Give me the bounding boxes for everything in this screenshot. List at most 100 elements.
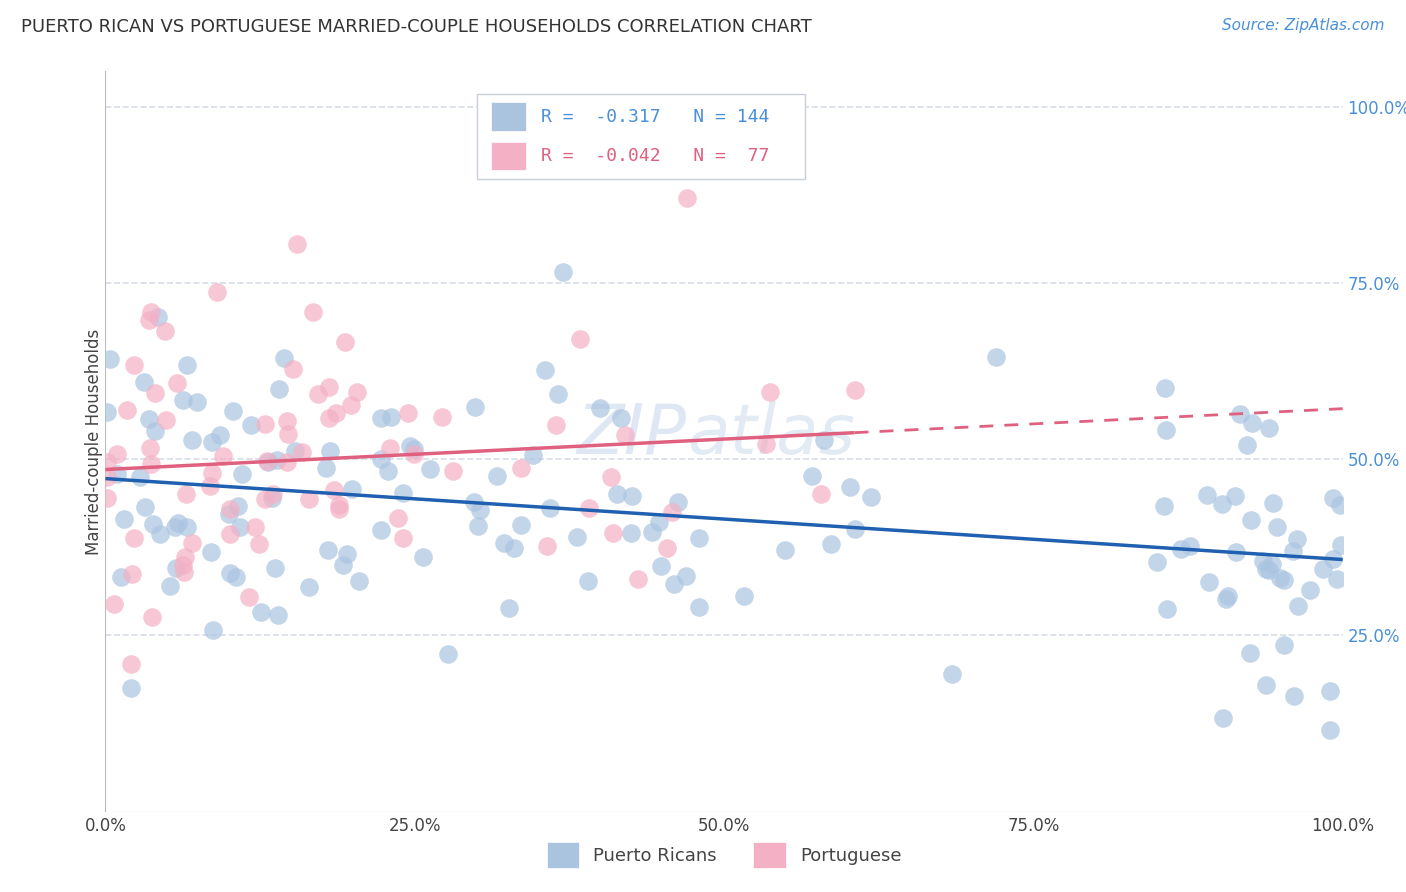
Text: R =  -0.042   N =  77: R = -0.042 N = 77 xyxy=(541,147,769,165)
Point xyxy=(139,305,162,319)
Point xyxy=(253,417,276,431)
Point xyxy=(419,462,441,476)
Point xyxy=(200,478,222,492)
Point xyxy=(578,501,600,516)
Point xyxy=(1211,497,1233,511)
Point xyxy=(1268,571,1291,585)
Point xyxy=(436,647,458,661)
Point xyxy=(820,537,842,551)
Point xyxy=(285,237,308,252)
Point xyxy=(538,501,561,516)
Point xyxy=(641,524,664,539)
FancyBboxPatch shape xyxy=(477,94,804,178)
Point xyxy=(510,461,533,475)
Point xyxy=(323,483,346,497)
Point xyxy=(122,358,145,372)
Point xyxy=(212,449,235,463)
Point xyxy=(1212,711,1234,725)
Point xyxy=(589,401,612,416)
Point xyxy=(336,547,359,561)
Point xyxy=(172,392,194,407)
Point xyxy=(1239,646,1261,660)
Point xyxy=(333,334,356,349)
Point xyxy=(1146,555,1168,569)
Point xyxy=(1330,538,1353,552)
Point xyxy=(1312,562,1334,576)
Point xyxy=(1225,545,1247,559)
Point xyxy=(143,424,166,438)
Point xyxy=(318,410,340,425)
Bar xyxy=(492,142,526,169)
Point xyxy=(276,455,298,469)
Point xyxy=(1254,562,1277,576)
Point xyxy=(340,398,363,412)
Point xyxy=(302,305,325,319)
Y-axis label: Married-couple Households: Married-couple Households xyxy=(86,328,103,555)
Point xyxy=(186,395,208,409)
Point xyxy=(441,464,464,478)
Point xyxy=(467,519,489,533)
Point xyxy=(775,543,797,558)
Point xyxy=(1240,513,1263,527)
Point xyxy=(1156,602,1178,616)
Point xyxy=(1322,552,1344,566)
Point xyxy=(813,433,835,447)
Point xyxy=(200,545,222,559)
Point xyxy=(1284,689,1306,703)
Point xyxy=(1153,381,1175,395)
Point xyxy=(1285,532,1308,546)
Text: PUERTO RICAN VS PORTUGUESE MARRIED-COUPLE HOUSEHOLDS CORRELATION CHART: PUERTO RICAN VS PORTUGUESE MARRIED-COUPL… xyxy=(21,18,811,36)
Point xyxy=(315,461,337,475)
Point xyxy=(1329,499,1351,513)
Point xyxy=(534,362,557,376)
Bar xyxy=(492,103,526,130)
Point xyxy=(1256,678,1278,692)
Point xyxy=(600,469,623,483)
Point xyxy=(370,452,392,467)
Point xyxy=(1272,638,1295,652)
Point xyxy=(222,404,245,418)
Point xyxy=(657,541,679,555)
Point xyxy=(138,412,160,426)
Point xyxy=(941,666,963,681)
Point xyxy=(1322,491,1344,505)
Point xyxy=(754,437,776,451)
Point xyxy=(328,501,350,516)
Point xyxy=(733,590,755,604)
Point xyxy=(256,455,278,469)
Point xyxy=(1286,599,1309,613)
Point xyxy=(576,574,599,589)
Point xyxy=(648,515,671,529)
Point xyxy=(1225,489,1247,503)
Point xyxy=(1265,520,1288,534)
Point xyxy=(318,380,340,394)
Point xyxy=(166,376,188,391)
Point xyxy=(485,468,508,483)
Point xyxy=(1198,575,1220,590)
Point xyxy=(129,470,152,484)
Point xyxy=(328,498,350,512)
Point xyxy=(267,382,290,396)
Point xyxy=(503,541,526,556)
Point xyxy=(544,418,567,433)
Point xyxy=(153,324,176,338)
Point xyxy=(253,492,276,507)
Point xyxy=(1261,496,1284,510)
Point xyxy=(96,470,118,484)
Point xyxy=(115,403,138,417)
Point xyxy=(340,483,363,497)
Point xyxy=(159,579,181,593)
Point xyxy=(284,443,307,458)
Point xyxy=(492,536,515,550)
Point xyxy=(238,590,260,604)
Point xyxy=(1170,542,1192,557)
Point xyxy=(120,681,142,695)
Point xyxy=(1154,423,1177,437)
Point xyxy=(96,491,118,505)
Point xyxy=(380,410,402,425)
Point xyxy=(468,503,491,517)
Point xyxy=(860,490,883,504)
Point xyxy=(139,457,162,471)
Point xyxy=(174,487,197,501)
Text: Source: ZipAtlas.com: Source: ZipAtlas.com xyxy=(1222,18,1385,33)
